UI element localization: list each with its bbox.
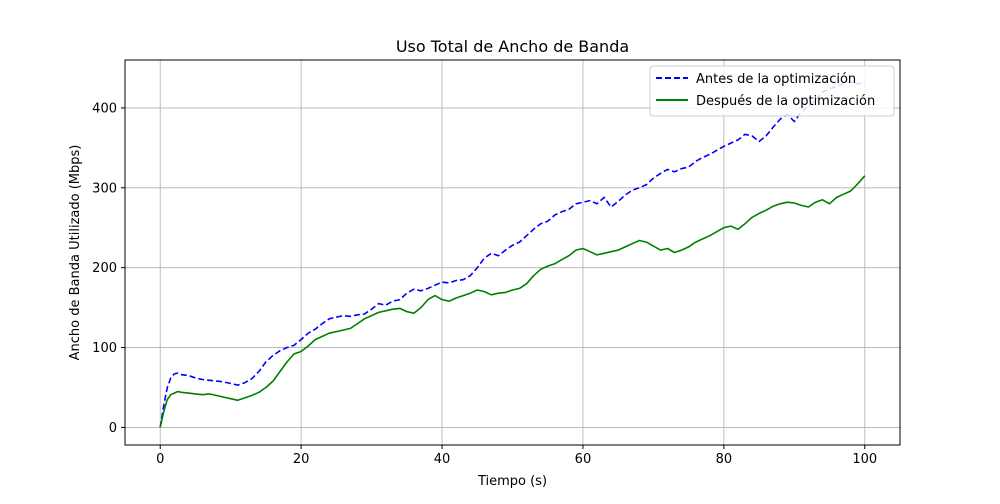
legend-box	[649, 65, 895, 117]
x-tick-label: 0	[156, 452, 164, 467]
series-line-antes	[159, 80, 865, 428]
y-tick-label: 0	[109, 421, 117, 436]
x-tick-label: 80	[716, 452, 733, 467]
plot-frame	[124, 59, 901, 446]
y-tick-label: 300	[92, 181, 117, 196]
series-lines	[159, 80, 866, 428]
legend-label-antes: Antes de la optimización	[696, 72, 856, 87]
y-tick-label: 200	[92, 261, 117, 276]
series-line-despues	[159, 175, 866, 428]
axis-ticks: 0 20 40 60 80 100 0 100 200 300 400	[92, 101, 877, 467]
x-tick-label: 40	[434, 452, 451, 467]
x-tick-label: 20	[293, 452, 310, 467]
x-tick-label: 60	[575, 452, 592, 467]
legend-label-despues: Después de la optimización	[696, 94, 875, 109]
y-tick-label: 400	[92, 101, 117, 116]
y-tick-label: 100	[92, 341, 117, 356]
legend: Antes de la optimización Después de la o…	[649, 65, 895, 117]
y-axis-label: Ancho de Banda Utilizado (Mbps)	[68, 145, 83, 361]
x-tick-label: 100	[852, 452, 877, 467]
x-axis-label: Tiempo (s)	[477, 474, 547, 489]
chart-title: Uso Total de Ancho de Banda	[396, 37, 629, 56]
